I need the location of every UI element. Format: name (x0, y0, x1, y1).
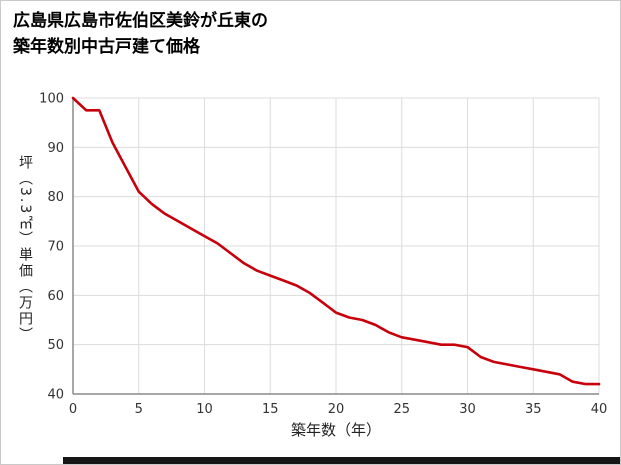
x-tick-label: 5 (135, 402, 143, 417)
x-tick-label: 10 (196, 402, 213, 417)
y-tick-label: 80 (47, 190, 64, 205)
x-axis-title: 築年数（年） (290, 421, 381, 439)
x-tick-label: 20 (328, 402, 345, 417)
chart-title-line1: 広島県広島市佐伯区美鈴が丘東の (13, 11, 268, 31)
price-line-series (71, 96, 601, 386)
y-tick-label: 40 (47, 388, 64, 403)
y-tick-label: 90 (47, 141, 64, 156)
y-tick-label: 50 (47, 338, 64, 353)
y-axis-title: 坪（3.3㎡）単価（万円） (17, 154, 33, 344)
x-tick-label: 40 (591, 402, 608, 417)
chart-title: 広島県広島市佐伯区美鈴が丘東の 築年数別中古戸建て価格 (13, 9, 268, 60)
x-tick-label: 0 (69, 402, 77, 417)
x-tick-label: 35 (525, 402, 542, 417)
y-tick-label: 100 (39, 92, 64, 107)
chart-title-line2: 築年数別中古戸建て価格 (13, 36, 200, 57)
footer-bar (63, 457, 620, 464)
y-tick-label: 70 (47, 240, 64, 255)
x-tick-label: 25 (393, 402, 410, 417)
y-tick-label: 60 (47, 289, 64, 304)
x-tick-label: 15 (262, 402, 279, 417)
x-tick-label: 30 (459, 402, 476, 417)
